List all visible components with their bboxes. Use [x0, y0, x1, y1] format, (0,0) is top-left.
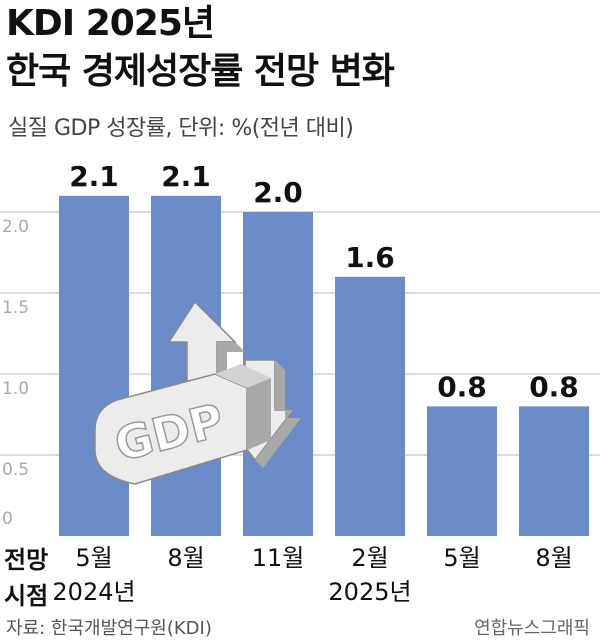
bar [427, 406, 497, 536]
y-tick-label: 0 [2, 509, 13, 529]
data-label: 1.6 [345, 241, 395, 274]
x-tick-label: 8월 [535, 544, 572, 572]
gdp-block-top [215, 364, 271, 388]
x-tick-label: 8월 [167, 544, 204, 572]
chart-title: KDI 2025년 [6, 3, 215, 44]
y-tick-label: 2.0 [2, 217, 29, 237]
chart-title-line-2: 한국 경제성장률 전망 변화 [6, 51, 395, 92]
graphic-credit: 연합뉴스그래픽 [474, 618, 590, 639]
x-tick-label: 5월 [443, 544, 480, 572]
chart-subtitle: 실질 GDP 성장률, 단위: %(전년 대비) [8, 116, 354, 141]
gdp-block-side [247, 378, 271, 450]
y-tick-label: 1.5 [2, 298, 29, 318]
x-tick-label: 2월 [351, 544, 388, 572]
source-note: 자료: 한국개발연구원(KDI) [6, 618, 212, 639]
data-label: 0.8 [437, 370, 487, 403]
x-tick-label: 11월 [252, 544, 305, 572]
data-label: 0.8 [529, 370, 579, 403]
data-label: 2.0 [253, 176, 303, 209]
data-label: 2.1 [161, 160, 211, 193]
year-group-label: 2024년 [52, 578, 135, 606]
period-label-line-2: 시점 [4, 582, 49, 610]
bar [335, 276, 405, 536]
data-label: 2.1 [69, 160, 119, 193]
bar [519, 406, 589, 536]
x-tick-label: 5월 [75, 544, 112, 572]
period-label-line-1: 전망 [4, 546, 49, 574]
y-tick-label: 1.0 [2, 379, 29, 399]
y-tick-label: 0.5 [2, 460, 29, 480]
arrow-down-side [255, 360, 301, 468]
bar [59, 195, 129, 537]
gdp-arrows-illustration: GDP [94, 300, 301, 485]
year-group-label: 2025년 [328, 578, 411, 606]
